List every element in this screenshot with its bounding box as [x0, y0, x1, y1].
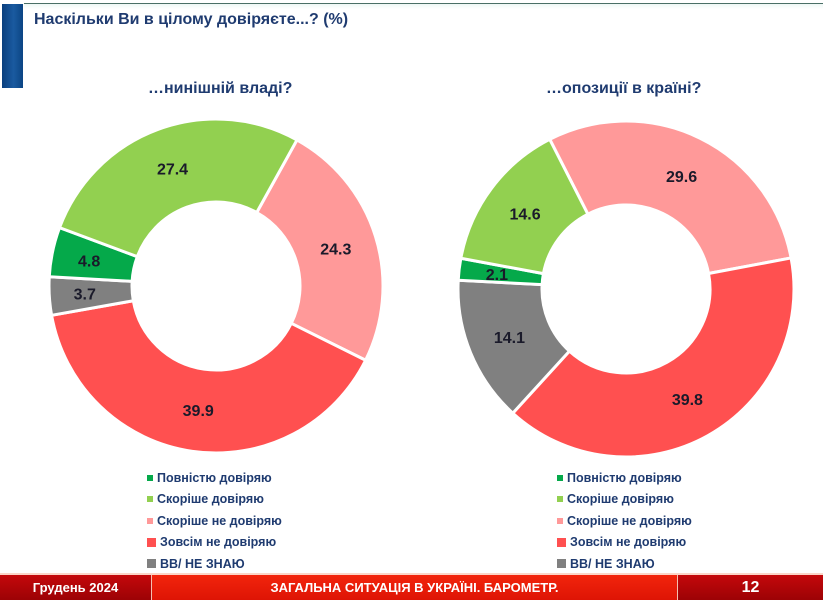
legend-label: Скоріше довіряю — [157, 492, 264, 507]
legend-label: Скоріше не довіряю — [157, 513, 282, 528]
slice-value-no-trust: 39.8 — [672, 392, 703, 409]
legend-label: Скоріше довіряю — [567, 492, 674, 507]
footer-bar: Грудень 2024 ЗАГАЛЬНА СИТУАЦІЯ В УКРАЇНІ… — [0, 575, 823, 600]
slice-rather-trust — [57, 117, 300, 259]
page-title: Наскільки Ви в цілому довіряєте...? (%) — [34, 11, 349, 28]
legend-label: Повністю довіряю — [567, 470, 682, 485]
donut-chart-opposition: 29.6 39.8 14.1 2.1 14.6 — [456, 119, 796, 459]
legend-swatch-rather-trust — [147, 496, 153, 503]
legend-opposition: Повністю довіряю Скоріше довіряю Скоріше н… — [557, 467, 692, 575]
chart-subtitle-government: …нинішній владі? — [148, 80, 293, 97]
slice-no-trust — [510, 256, 796, 459]
legend-swatch-dont-know — [147, 559, 156, 569]
slice-value-dont-know: 14.1 — [494, 330, 525, 347]
slice-value-full-trust: 2.1 — [486, 267, 508, 284]
legend-swatch-full-trust — [557, 474, 563, 481]
legend-label: Зовсім не довіряю — [160, 535, 277, 550]
legend-item-full-trust: Повністю довіряю — [557, 467, 692, 489]
legend-item-rather-distrust: Скоріше не довіряю — [147, 510, 282, 532]
footer-title: ЗАГАЛЬНА СИТУАЦІЯ В УКРАЇНІ. БАРОМЕТР. — [152, 575, 677, 600]
legend-label: Скоріше не довіряю — [567, 513, 692, 528]
slice-value-rather-distrust: 29.6 — [666, 169, 697, 186]
slice-value-full-trust: 4.8 — [78, 253, 100, 270]
slice-rather-distrust — [547, 119, 793, 276]
footer-divider — [151, 575, 152, 600]
legend-item-rather-trust: Скоріше довіряю — [147, 489, 282, 511]
slice-no-trust — [49, 299, 368, 455]
slice-value-rather-distrust: 24.3 — [320, 242, 351, 259]
legend-swatch-no-trust — [147, 537, 156, 547]
legend-label: Зовсім не довіряю — [570, 535, 687, 550]
slice-value-rather-trust: 14.6 — [510, 207, 541, 224]
legend-swatch-dont-know — [557, 559, 566, 569]
legend-swatch-rather-distrust — [147, 517, 153, 524]
header-rule-glow — [24, 4, 823, 9]
slice-rather-distrust — [254, 137, 385, 363]
legend-swatch-rather-trust — [557, 496, 563, 503]
legend-item-dont-know: ВВ/ НЕ ЗНАЮ — [147, 553, 282, 575]
slice-rather-trust — [459, 137, 590, 276]
legend-swatch-full-trust — [147, 474, 153, 481]
legend-item-rather-distrust: Скоріше не довіряю — [557, 510, 692, 532]
legend-label: ВВ/ НЕ ЗНАЮ — [570, 556, 655, 571]
legend-swatch-rather-distrust — [557, 517, 563, 524]
legend-label: Повністю довіряю — [157, 470, 272, 485]
legend-item-no-trust: Зовсім не довіряю — [147, 532, 282, 554]
header-rule — [24, 3, 823, 4]
legend-item-dont-know: ВВ/ НЕ ЗНАЮ — [557, 553, 692, 575]
footer-date: Грудень 2024 — [0, 575, 151, 600]
slice-value-rather-trust: 27.4 — [157, 161, 188, 178]
footer-divider — [677, 575, 678, 600]
page-number: 12 — [678, 575, 823, 600]
footer-rule — [0, 573, 823, 575]
legend-item-no-trust: Зовсім не довіряю — [557, 532, 692, 554]
legend-label: ВВ/ НЕ ЗНАЮ — [160, 556, 245, 571]
legend-item-rather-trust: Скоріше довіряю — [557, 489, 692, 511]
legend-swatch-no-trust — [557, 537, 566, 547]
chart-subtitle-opposition: …опозиції в країні? — [546, 80, 702, 97]
donut-chart-government: 24.3 39.9 3.7 4.8 27.4 — [47, 117, 385, 455]
legend-government: Повністю довіряю Скоріше довіряю Скоріше н… — [147, 467, 282, 575]
legend-item-full-trust: Повністю довіряю — [147, 467, 282, 489]
slice-value-dont-know: 3.7 — [74, 287, 96, 304]
header-accent-bar — [2, 4, 23, 88]
slice-value-no-trust: 39.9 — [183, 403, 214, 420]
